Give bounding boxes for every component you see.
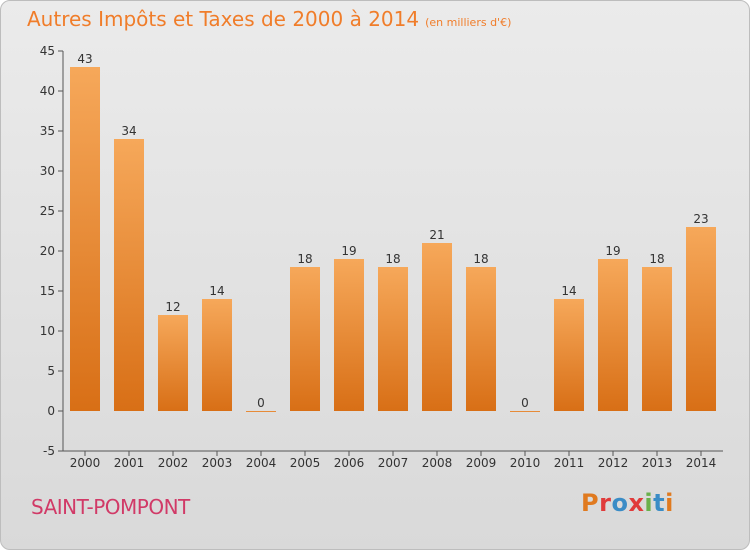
- bar-2008: [422, 243, 452, 411]
- bar-2009: [466, 267, 496, 411]
- data-label-2012: 19: [605, 244, 620, 258]
- data-label-2010: 0: [521, 396, 529, 410]
- proxiti-logo[interactable]: Proxiti: [581, 489, 674, 517]
- x-tick-label: 2012: [598, 456, 629, 470]
- y-tick-label: 35: [40, 124, 55, 138]
- bar-2010: [510, 411, 540, 412]
- data-label-2007: 18: [385, 252, 400, 266]
- x-tick-label: 2013: [642, 456, 673, 470]
- bar-2005: [290, 267, 320, 411]
- logo-text: Proxiti: [581, 489, 674, 517]
- chart-unit: (en milliers d'€): [425, 16, 512, 29]
- y-tick-label: 25: [40, 204, 55, 218]
- bar-2004: [246, 411, 276, 412]
- data-label-2000: 43: [77, 52, 92, 66]
- data-label-2006: 19: [341, 244, 356, 258]
- data-label-2014: 23: [693, 212, 708, 226]
- data-label-2011: 14: [561, 284, 576, 298]
- x-tick-label: 2004: [246, 456, 277, 470]
- data-label-2008: 21: [429, 228, 444, 242]
- y-tick-label: 20: [40, 244, 55, 258]
- y-tick-label: 40: [40, 84, 55, 98]
- x-tick-label: 2011: [554, 456, 585, 470]
- y-tick-label: 15: [40, 284, 55, 298]
- y-tick-label: 45: [40, 44, 55, 58]
- y-tick-label: 10: [40, 324, 55, 338]
- x-tick-label: 2006: [334, 456, 365, 470]
- data-label-2004: 0: [257, 396, 265, 410]
- bar-2000: [70, 67, 100, 411]
- chart-title: Autres Impôts et Taxes de 2000 à 2014 (en…: [27, 7, 511, 31]
- bar-2003: [202, 299, 232, 411]
- x-tick-label: 2007: [378, 456, 409, 470]
- bar-2014: [686, 227, 716, 411]
- x-tick-label: 2010: [510, 456, 541, 470]
- bar-2013: [642, 267, 672, 411]
- x-tick-label: 2000: [70, 456, 101, 470]
- x-tick-label: 2003: [202, 456, 233, 470]
- bar-2002: [158, 315, 188, 411]
- data-label-2005: 18: [297, 252, 312, 266]
- x-tick-label: 2009: [466, 456, 497, 470]
- y-tick-label: 0: [47, 404, 55, 418]
- x-tick-label: 2002: [158, 456, 189, 470]
- data-label-2002: 12: [165, 300, 180, 314]
- y-tick-label: -5: [43, 444, 55, 458]
- bar-2012: [598, 259, 628, 411]
- x-tick-label: 2008: [422, 456, 453, 470]
- data-label-2001: 34: [121, 124, 136, 138]
- data-label-2003: 14: [209, 284, 224, 298]
- x-tick-label: 2001: [114, 456, 145, 470]
- chart-title-text: Autres Impôts et Taxes de 2000 à 2014: [27, 7, 420, 31]
- x-tick-label: 2014: [686, 456, 717, 470]
- town-name: SAINT-POMPONT: [31, 495, 190, 519]
- x-tick-label: 2005: [290, 456, 321, 470]
- data-label-2009: 18: [473, 252, 488, 266]
- y-tick-label: 30: [40, 164, 55, 178]
- bar-2007: [378, 267, 408, 411]
- bar-2011: [554, 299, 584, 411]
- y-tick-label: 5: [47, 364, 55, 378]
- bar-2006: [334, 259, 364, 411]
- data-label-2013: 18: [649, 252, 664, 266]
- bar-2001: [114, 139, 144, 411]
